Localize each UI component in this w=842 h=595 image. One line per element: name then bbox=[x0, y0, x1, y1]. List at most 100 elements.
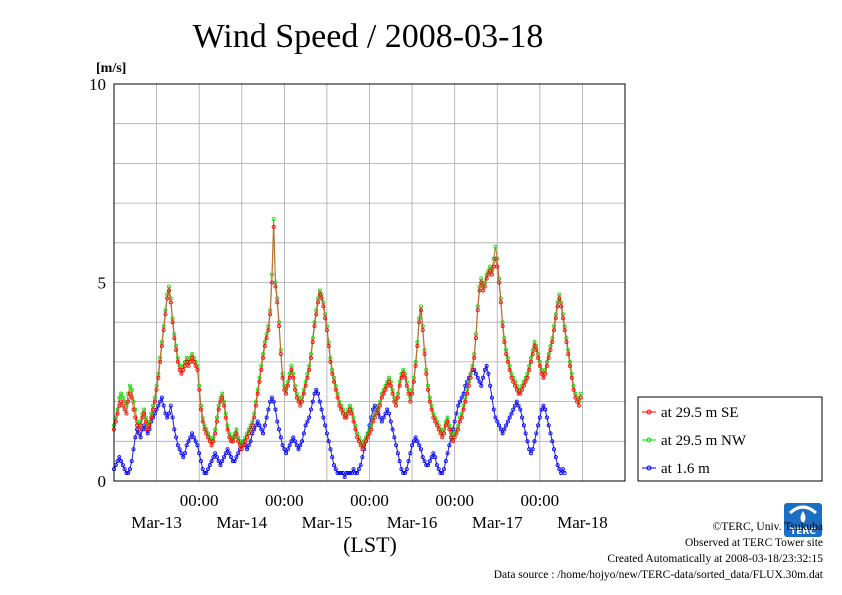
data-point bbox=[445, 415, 450, 420]
data-point bbox=[275, 419, 280, 424]
data-point bbox=[264, 336, 269, 341]
data-point bbox=[131, 447, 136, 452]
data-point bbox=[550, 340, 555, 345]
data-point bbox=[511, 407, 516, 412]
data-point bbox=[408, 399, 413, 404]
data-point bbox=[544, 359, 549, 364]
data-point bbox=[124, 411, 129, 416]
data-point bbox=[378, 403, 383, 408]
data-point bbox=[528, 355, 533, 360]
data-point bbox=[266, 407, 271, 412]
data-point bbox=[402, 471, 407, 476]
data-point bbox=[255, 419, 260, 424]
data-point bbox=[262, 340, 267, 345]
data-point bbox=[136, 431, 141, 436]
data-point bbox=[195, 443, 200, 448]
data-point bbox=[569, 375, 574, 380]
data-point bbox=[514, 399, 519, 404]
data-point bbox=[505, 359, 510, 364]
data-point bbox=[248, 427, 253, 432]
data-point bbox=[573, 391, 578, 396]
data-point bbox=[497, 280, 502, 285]
data-point bbox=[573, 395, 578, 400]
data-point bbox=[246, 443, 251, 448]
data-point bbox=[566, 351, 571, 356]
data-point bbox=[489, 395, 494, 400]
data-point bbox=[537, 363, 542, 368]
data-point bbox=[372, 415, 377, 420]
data-point bbox=[245, 447, 250, 452]
data-point bbox=[190, 351, 195, 356]
data-point bbox=[475, 308, 480, 313]
data-point bbox=[532, 340, 537, 345]
legend-box bbox=[637, 396, 823, 482]
y-ticks: 0 5 10 bbox=[89, 75, 106, 491]
data-point bbox=[182, 451, 187, 456]
data-point bbox=[303, 423, 308, 428]
data-point bbox=[191, 359, 196, 364]
data-point bbox=[431, 451, 436, 456]
data-point bbox=[514, 387, 519, 392]
data-point bbox=[567, 363, 572, 368]
data-point bbox=[278, 351, 283, 356]
data-point bbox=[158, 359, 163, 364]
data-point bbox=[170, 320, 175, 325]
data-point bbox=[415, 344, 420, 349]
data-point bbox=[502, 427, 507, 432]
data-point bbox=[355, 431, 360, 436]
data-point bbox=[578, 391, 583, 396]
data-point bbox=[534, 347, 539, 352]
data-point bbox=[500, 431, 505, 436]
data-point bbox=[548, 344, 553, 349]
data-point bbox=[362, 443, 367, 448]
data-point bbox=[317, 288, 322, 293]
data-point bbox=[252, 415, 257, 420]
data-point bbox=[550, 439, 555, 444]
legend-swatch-marker bbox=[646, 465, 652, 471]
data-point bbox=[193, 439, 198, 444]
data-point bbox=[151, 403, 156, 408]
data-point bbox=[536, 423, 541, 428]
data-point bbox=[291, 371, 296, 376]
data-point bbox=[509, 371, 514, 376]
data-point bbox=[138, 423, 143, 428]
data-point bbox=[262, 423, 267, 428]
y-tick-label: 0 bbox=[98, 472, 107, 491]
data-point bbox=[308, 407, 313, 412]
data-point bbox=[285, 383, 290, 388]
y-tick-label: 5 bbox=[98, 274, 107, 293]
data-point bbox=[328, 447, 333, 452]
data-point bbox=[220, 391, 225, 396]
x-tick-time-label: 00:00 bbox=[180, 491, 219, 510]
data-point bbox=[305, 375, 310, 380]
data-point bbox=[516, 391, 521, 396]
data-point bbox=[136, 427, 141, 432]
data-point bbox=[541, 375, 546, 380]
data-point bbox=[429, 403, 434, 408]
data-point bbox=[202, 423, 207, 428]
data-point bbox=[523, 431, 528, 436]
data-point bbox=[275, 300, 280, 305]
data-point bbox=[337, 399, 342, 404]
data-point bbox=[553, 455, 558, 460]
data-point bbox=[461, 403, 466, 408]
data-point bbox=[456, 423, 461, 428]
data-point bbox=[151, 407, 156, 412]
data-point bbox=[124, 471, 129, 476]
data-point bbox=[326, 344, 331, 349]
data-point bbox=[497, 423, 502, 428]
data-point bbox=[159, 395, 164, 400]
data-point bbox=[447, 443, 452, 448]
data-point bbox=[363, 439, 368, 444]
data-point bbox=[209, 443, 214, 448]
legend-swatch-marker bbox=[646, 409, 652, 415]
data-point bbox=[452, 435, 457, 440]
data-point bbox=[321, 304, 326, 309]
data-point bbox=[175, 443, 180, 448]
data-point bbox=[463, 399, 468, 404]
data-point bbox=[518, 407, 523, 412]
data-point bbox=[280, 443, 285, 448]
data-point bbox=[120, 395, 125, 400]
data-point bbox=[229, 455, 234, 460]
data-point bbox=[316, 391, 321, 396]
